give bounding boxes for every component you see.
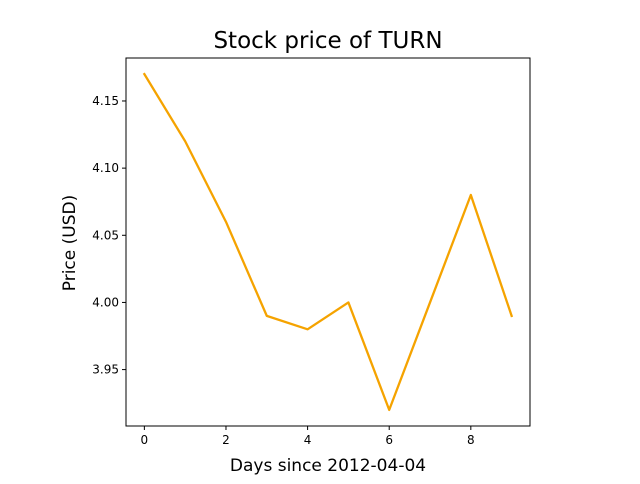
plot-area: 0 2 4 6 8 3.95 4.00 4.05 4.10 4.15 <box>92 58 530 447</box>
x-axis-label: Days since 2012-04-04 <box>230 456 426 476</box>
y-tick-label: 4.05 <box>92 228 119 242</box>
x-tick-label: 2 <box>222 433 230 447</box>
x-tick-label: 6 <box>385 433 393 447</box>
y-tick-label: 4.15 <box>92 94 119 108</box>
series-line-0 <box>144 74 511 410</box>
y-tick-label: 3.95 <box>92 363 119 377</box>
x-tick-label: 8 <box>467 433 475 447</box>
y-tick-label: 4.00 <box>92 295 119 309</box>
x-tick-label: 0 <box>141 433 149 447</box>
y-tick-label: 4.10 <box>92 161 119 175</box>
x-tick-label: 4 <box>304 433 312 447</box>
axes-frame <box>126 58 530 426</box>
chart-title: Stock price of TURN <box>213 28 442 54</box>
y-axis-label: Price (USD) <box>60 195 80 291</box>
